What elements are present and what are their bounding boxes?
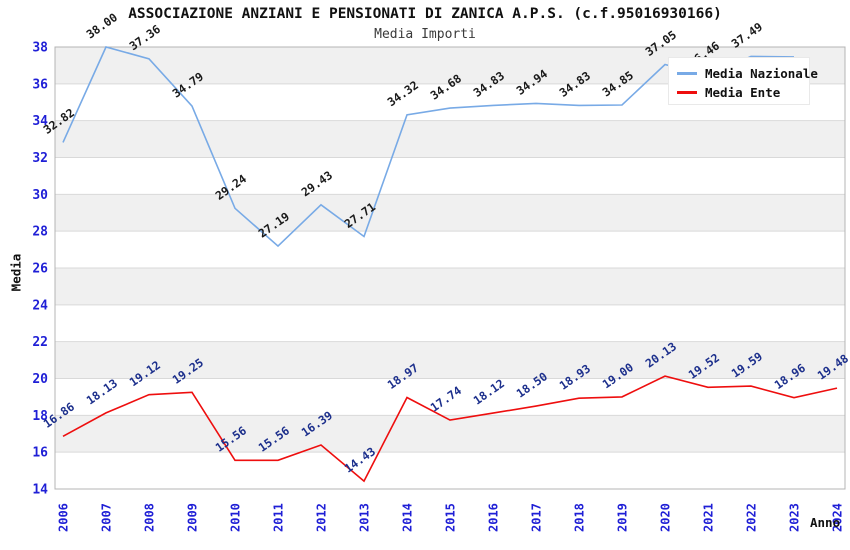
plot-band bbox=[55, 341, 845, 379]
x-tick-label: 2024 bbox=[831, 503, 845, 532]
x-tick-label: 2016 bbox=[487, 503, 501, 532]
value-label: 17.74 bbox=[428, 383, 464, 414]
x-tick-label: 2018 bbox=[573, 503, 587, 532]
chart-title: ASSOCIAZIONE ANZIANI E PENSIONATI DI ZAN… bbox=[128, 6, 722, 22]
x-tick-label: 2006 bbox=[57, 503, 71, 532]
x-tick-label: 2023 bbox=[788, 503, 802, 532]
y-tick-label: 36 bbox=[32, 77, 48, 92]
y-tick-label: 20 bbox=[32, 372, 48, 387]
series-line-media-ente bbox=[62, 375, 838, 483]
x-tick-label: 2012 bbox=[315, 503, 329, 532]
plot-band bbox=[55, 268, 845, 305]
x-tick-label: 2008 bbox=[143, 503, 157, 532]
chart-subtitle: Media Importi bbox=[374, 27, 476, 42]
legend-item-media-ente: Media Ente bbox=[677, 83, 809, 102]
value-label: 18.13 bbox=[84, 376, 120, 407]
y-tick-label: 24 bbox=[32, 298, 48, 313]
value-label: 18.12 bbox=[471, 376, 507, 407]
y-tick-label: 34 bbox=[32, 114, 48, 129]
nazionale-line-swatch-icon bbox=[677, 72, 697, 75]
y-tick-label: 16 bbox=[32, 446, 48, 461]
plot-border bbox=[54, 46, 846, 490]
ente-line-swatch-icon bbox=[677, 91, 697, 94]
plot-band bbox=[55, 415, 845, 453]
x-tick-label: 2020 bbox=[659, 503, 673, 532]
y-tick-label: 30 bbox=[32, 188, 48, 203]
plot-band bbox=[55, 120, 845, 158]
legend-label: Media Ente bbox=[705, 85, 781, 100]
legend-label: Media Nazionale bbox=[705, 66, 818, 81]
x-tick-label: 2007 bbox=[100, 503, 114, 532]
legend-item-media-nazionale: Media Nazionale bbox=[677, 64, 818, 83]
plot-band bbox=[55, 194, 845, 232]
x-tick-label: 2014 bbox=[401, 503, 415, 532]
x-tick-label: 2010 bbox=[229, 503, 243, 532]
x-tick-label: 2017 bbox=[530, 503, 544, 532]
x-tick-label: 2021 bbox=[702, 503, 716, 532]
x-axis-title: Anno bbox=[810, 515, 841, 530]
y-tick-label: 14 bbox=[32, 483, 48, 498]
x-tick-label: 2019 bbox=[616, 503, 630, 532]
y-tick-label: 26 bbox=[32, 262, 48, 277]
y-tick-label: 22 bbox=[32, 335, 48, 350]
x-tick-label: 2015 bbox=[444, 503, 458, 532]
x-tick-label: 2011 bbox=[272, 503, 286, 532]
x-tick-label: 2009 bbox=[186, 503, 200, 532]
y-tick-label: 28 bbox=[32, 225, 48, 240]
y-tick-label: 38 bbox=[32, 41, 48, 56]
y-tick-label: 18 bbox=[32, 409, 48, 424]
x-tick-label: 2022 bbox=[745, 503, 759, 532]
y-tick-label: 32 bbox=[32, 151, 48, 166]
y-axis-title: Media bbox=[8, 253, 24, 292]
legend-box: Media Nazionale Media Ente bbox=[668, 57, 818, 105]
x-tick-label: 2013 bbox=[358, 503, 372, 532]
